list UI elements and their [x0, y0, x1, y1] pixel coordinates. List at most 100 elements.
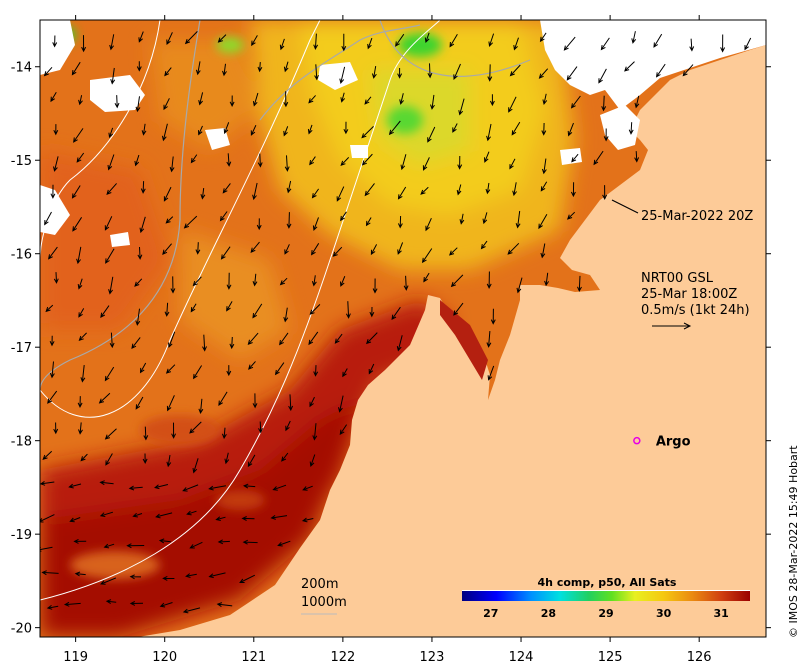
current-arrow	[277, 540, 291, 547]
current-arrow	[166, 32, 173, 46]
lon-tick-label: 119	[63, 650, 88, 665]
current-arrow	[487, 365, 495, 381]
current-arrow	[490, 308, 496, 325]
lon-tick-label: 124	[509, 650, 534, 665]
colorbar-gradient	[462, 591, 750, 601]
current-arrow	[166, 395, 175, 412]
current-arrow	[540, 181, 548, 192]
current-arrow	[252, 92, 259, 107]
current-arrow	[544, 272, 550, 287]
current-arrow	[302, 485, 313, 491]
current-arrow	[242, 483, 256, 489]
current-arrow	[256, 218, 262, 231]
current-arrow	[193, 365, 203, 380]
current-arrow	[513, 37, 519, 51]
current-arrow	[184, 31, 198, 45]
current-arrow	[279, 38, 285, 51]
current-arrow	[200, 188, 206, 200]
current-arrow	[336, 186, 345, 202]
current-arrow	[425, 217, 432, 232]
current-arrow	[247, 332, 259, 346]
current-arrow	[486, 331, 492, 348]
current-arrow	[279, 277, 288, 286]
current-arrow	[202, 334, 207, 352]
current-arrow	[598, 68, 607, 84]
current-arrow	[430, 94, 435, 110]
current-arrow	[257, 153, 263, 168]
current-arrow	[391, 306, 401, 321]
current-arrow	[283, 307, 289, 323]
sst-field	[40, 20, 766, 637]
current-arrow	[624, 61, 635, 72]
current-arrow	[129, 600, 144, 606]
current-arrow	[603, 128, 609, 142]
colorbar-title: 4h comp, p50, All Sats	[538, 576, 677, 589]
current-arrow	[252, 273, 258, 287]
current-arrow	[48, 246, 58, 260]
current-arrow	[78, 308, 85, 318]
current-arrow	[154, 484, 169, 490]
current-arrow	[388, 120, 401, 136]
contour-1000m	[40, 20, 441, 601]
current-arrow	[163, 186, 172, 202]
current-arrow	[222, 63, 227, 77]
current-arrow	[108, 276, 114, 295]
current-arrow	[340, 92, 346, 103]
current-arrow	[226, 272, 232, 290]
current-arrow	[43, 66, 53, 77]
current-arrow	[132, 512, 143, 518]
current-arrow	[397, 242, 404, 255]
current-arrow	[105, 248, 115, 264]
current-arrow	[512, 182, 517, 197]
current-arrow	[110, 67, 116, 85]
current-arrow	[107, 154, 115, 171]
current-arrow	[229, 336, 235, 350]
current-arrow	[155, 512, 173, 519]
current-arrow	[682, 64, 694, 77]
current-arrow	[219, 211, 228, 222]
current-arrow	[566, 66, 578, 81]
current-arrow	[53, 272, 59, 284]
current-arrow	[50, 184, 56, 199]
current-arrow	[223, 122, 230, 135]
current-arrow	[185, 573, 197, 578]
current-arrow	[73, 128, 84, 143]
lon-tick-label: 122	[330, 650, 355, 665]
current-arrow	[340, 157, 350, 167]
colorbar: 4h comp, p50, All Sats 27 28 29 30 31	[462, 576, 750, 620]
plot-frame	[39, 19, 767, 638]
current-arrow	[40, 480, 55, 486]
current-arrow	[343, 121, 349, 135]
current-arrow	[104, 366, 115, 382]
current-arrow	[538, 213, 548, 230]
current-arrow	[77, 278, 83, 290]
current-arrow	[628, 122, 634, 135]
current-arrow	[274, 362, 285, 376]
current-arrow	[98, 392, 111, 404]
current-arrow	[284, 244, 290, 255]
current-arrow	[158, 538, 171, 544]
current-arrow	[141, 123, 147, 136]
current-arrow	[341, 33, 347, 52]
current-arrow	[78, 422, 83, 435]
lat-tick-label: -16	[11, 248, 32, 263]
current-arrow	[538, 68, 549, 79]
current-arrow	[72, 217, 83, 232]
current-arrow	[252, 182, 258, 201]
current-arrow	[44, 211, 52, 226]
current-arrow	[49, 361, 55, 379]
current-arrow	[114, 95, 120, 109]
current-arrow	[106, 183, 117, 196]
current-arrow	[283, 126, 289, 137]
current-arrow	[339, 424, 348, 436]
current-arrow	[78, 332, 87, 341]
current-arrow	[250, 241, 260, 253]
current-arrow	[511, 121, 521, 136]
current-arrow	[482, 212, 488, 225]
current-arrow	[508, 96, 517, 113]
current-arrow	[509, 64, 521, 77]
lat-tick-label: -18	[11, 435, 32, 450]
current-arrow	[744, 37, 752, 51]
current-arrow	[339, 66, 346, 84]
current-time-label: 25-Mar 18:00Z	[641, 287, 737, 302]
